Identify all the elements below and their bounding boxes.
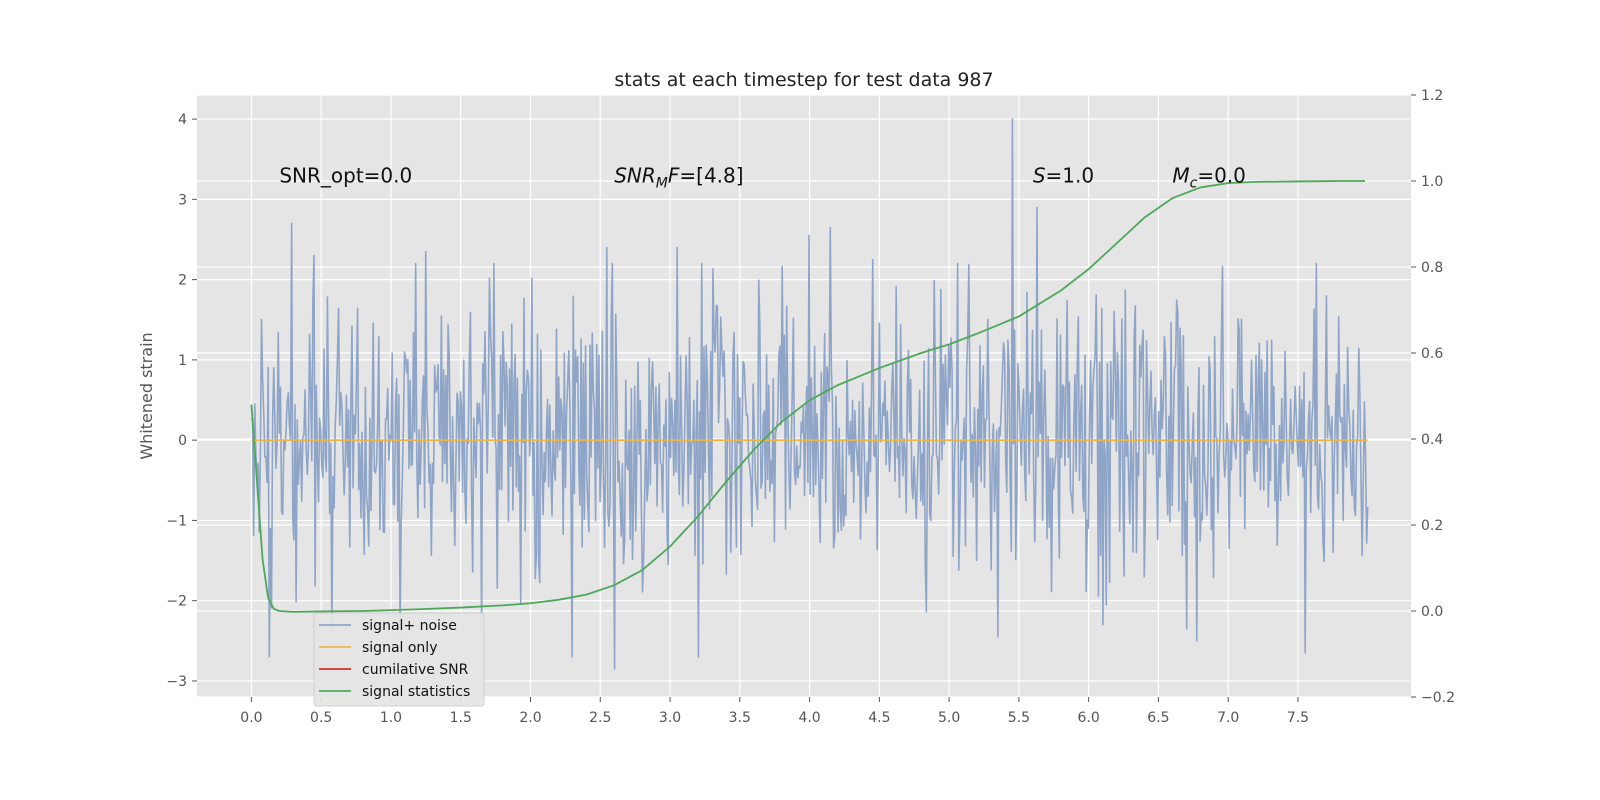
series-layer xyxy=(250,118,1369,670)
x-tick-label: 7.0 xyxy=(1217,710,1239,726)
legend-label: signal+ noise xyxy=(362,618,457,634)
y-tick-label: 3 xyxy=(178,192,187,208)
y2-tick-label: 0.0 xyxy=(1421,604,1443,620)
series-line-signal-statistics xyxy=(250,180,1365,613)
x-tick-label: 0.5 xyxy=(310,710,332,726)
y-tick-label: 4 xyxy=(178,112,187,128)
x-tick-label: 0.0 xyxy=(240,710,262,726)
annotation-1: SNRMF=[4.8] xyxy=(614,163,743,191)
y2-tick-label: 0.4 xyxy=(1421,432,1443,448)
y2-tick-label: 1.0 xyxy=(1421,174,1443,190)
series-line-signal-noise xyxy=(250,118,1369,670)
y2-tick-label: 0.8 xyxy=(1421,260,1443,276)
x-tick-label: 6.0 xyxy=(1078,710,1100,726)
legend-label: cumilative SNR xyxy=(362,662,469,678)
x-tick-label: 3.0 xyxy=(659,710,681,726)
annotation-2: S=1.0 xyxy=(1033,163,1094,187)
y-axis-title: Whitened strain xyxy=(137,332,156,459)
x-tick-label: 6.5 xyxy=(1147,710,1169,726)
annotation-3: Mc=0.0 xyxy=(1172,163,1246,191)
y-axis-right: −0.2 0.0 0.2 0.4 0.6 0.8 1.0 1.2 xyxy=(1411,88,1455,706)
x-tick-label: 4.5 xyxy=(868,710,890,726)
legend-box xyxy=(313,612,485,707)
chart-title: stats at each timestep for test data 987 xyxy=(614,69,993,91)
x-tick-label: 5.5 xyxy=(1008,710,1030,726)
x-tick-label: 1.5 xyxy=(450,710,472,726)
y-tick-label: −2 xyxy=(166,594,187,610)
x-tick-label: 4.0 xyxy=(798,710,820,726)
annotations: SNR_opt=0.0 SNRMF=[4.8] S=1.0 Mc=0.0 xyxy=(279,163,1246,191)
legend-label: signal only xyxy=(362,640,437,656)
x-tick-label: 2.5 xyxy=(589,710,611,726)
legend: signal+ noise signal only cumilative SNR si… xyxy=(313,612,485,707)
x-tick-label: 7.5 xyxy=(1287,710,1309,726)
y2-tick-label: 0.6 xyxy=(1421,346,1443,362)
y-tick-label: 0 xyxy=(178,433,187,449)
y2-tick-label: 1.2 xyxy=(1421,88,1443,104)
y-tick-label: 1 xyxy=(178,353,187,369)
annotation-0: SNR_opt=0.0 xyxy=(279,163,412,187)
x-tick-label: 5.0 xyxy=(938,710,960,726)
legend-label: signal statistics xyxy=(362,684,470,700)
x-tick-label: 3.5 xyxy=(729,710,751,726)
y-tick-label: −1 xyxy=(166,513,187,529)
y2-tick-label: 0.2 xyxy=(1421,518,1443,534)
y2-tick-label: −0.2 xyxy=(1421,690,1455,706)
x-tick-label: 1.0 xyxy=(380,710,402,726)
x-axis: 0.0 0.5 1.0 1.5 2.0 2.5 3.0 3.5 4.0 4.5 5.0 5.5 6.0 6… xyxy=(240,697,1309,726)
x-tick-label: 2.0 xyxy=(519,710,541,726)
y-tick-label: −3 xyxy=(166,674,187,690)
y-tick-label: 2 xyxy=(178,273,187,289)
y-axis-left: −3 −2 −1 0 1 2 3 4 xyxy=(166,112,197,690)
